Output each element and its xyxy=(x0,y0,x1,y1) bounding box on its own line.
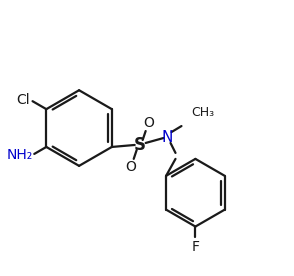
Text: N: N xyxy=(162,129,173,145)
Text: Cl: Cl xyxy=(16,93,30,107)
Text: O: O xyxy=(125,160,136,174)
Text: S: S xyxy=(134,136,146,154)
Text: O: O xyxy=(143,116,154,130)
Text: F: F xyxy=(191,240,199,254)
Text: CH₃: CH₃ xyxy=(191,106,215,119)
Text: NH₂: NH₂ xyxy=(6,148,33,162)
